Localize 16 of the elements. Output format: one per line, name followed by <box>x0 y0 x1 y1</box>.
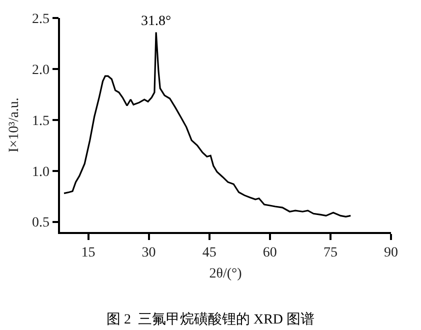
x-tick-label: 30 <box>142 246 156 261</box>
y-tick-label: 1.5 <box>32 114 50 129</box>
x-tick-label: 75 <box>323 246 338 261</box>
y-tick-label: 0.5 <box>32 216 50 231</box>
line-series <box>63 31 352 218</box>
text: 图 2 三氟甲烷磺酸锂的 XRD 图谱 <box>106 311 315 328</box>
x-tick-label: 60 <box>262 246 277 261</box>
y-tick-label: 1.0 <box>32 164 50 180</box>
x-tick-label: 90 <box>384 246 398 261</box>
y-tick-label: 2.0 <box>32 62 50 78</box>
x-tick-label: 45 <box>202 246 216 261</box>
x-tick-label: 15 <box>81 246 96 261</box>
y-tick-label: 2.5 <box>32 12 50 27</box>
y-axis-title: I×10³/a.u. <box>7 98 22 152</box>
annotation: 31.8° <box>141 14 172 29</box>
x-axis-title: 2θ/(°) <box>209 266 242 282</box>
